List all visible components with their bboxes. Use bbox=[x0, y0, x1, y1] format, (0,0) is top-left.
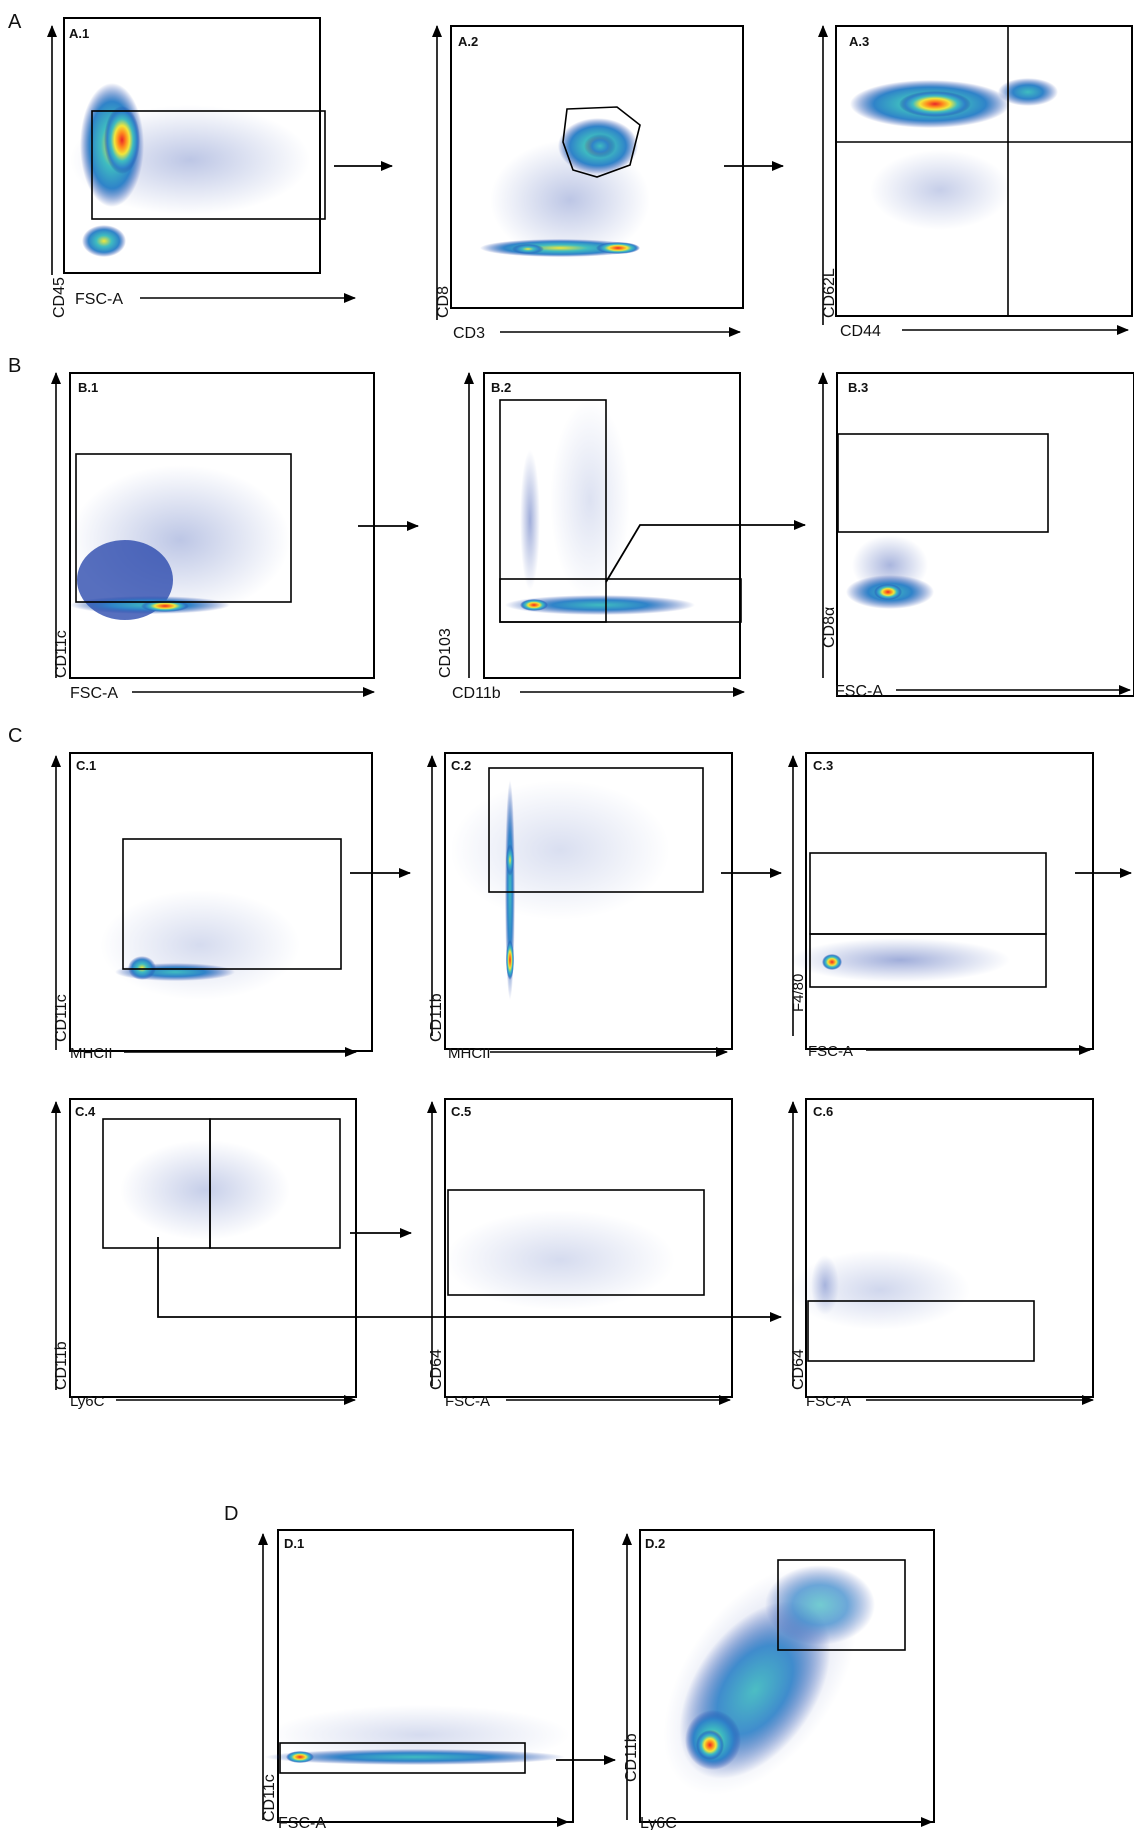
y-axis-label: CD62L bbox=[821, 268, 838, 318]
x-axis-label: FSC-A bbox=[75, 291, 123, 308]
panel-d1: D.1 FSC-A CD11c bbox=[258, 1529, 574, 1830]
density-cloud bbox=[480, 118, 650, 260]
gate bbox=[279, 1742, 526, 1774]
panel-id: C.6 bbox=[813, 1104, 833, 1119]
density-cloud bbox=[790, 1250, 970, 1330]
x-axis-label: Ly6C bbox=[640, 1815, 677, 1830]
y-axis-label: CD11b bbox=[623, 1733, 640, 1782]
y-axis-label: CD11c bbox=[53, 630, 70, 678]
section-letter-a: A bbox=[8, 11, 22, 33]
panel-id: B.2 bbox=[491, 380, 511, 395]
panel-id: C.5 bbox=[451, 1104, 471, 1119]
density-cloud bbox=[265, 1705, 570, 1765]
y-axis-label: CD11b bbox=[428, 993, 445, 1042]
panel-id: B.1 bbox=[78, 380, 98, 395]
panel-id: C.2 bbox=[451, 758, 471, 773]
x-axis-label: CD3 bbox=[453, 325, 485, 342]
gate bbox=[75, 453, 292, 603]
gate bbox=[807, 1300, 1035, 1362]
panel-id: D.2 bbox=[645, 1536, 665, 1551]
x-axis-label: CD44 bbox=[840, 323, 881, 340]
panel-b1: B.1 FSC-A CD11c bbox=[51, 372, 375, 702]
gate bbox=[837, 433, 1049, 533]
x-axis-label: Ly6C bbox=[70, 1393, 105, 1410]
gate bbox=[809, 852, 1047, 935]
panel-a3: A.3 CD44 CD62L bbox=[818, 25, 1133, 340]
panel-c2: C.2 MHCII CD11b bbox=[427, 752, 733, 1062]
gate bbox=[447, 1189, 705, 1296]
density-cloud bbox=[790, 938, 1010, 982]
panel-a1: A.1 FSC-A CD45 bbox=[47, 17, 356, 318]
panel-id: B.3 bbox=[848, 380, 868, 395]
y-axis-label: CD11c bbox=[53, 994, 70, 1042]
gate bbox=[562, 106, 641, 178]
panel-b3: B.3 FSC-A CD8α bbox=[818, 372, 1134, 700]
y-axis-label: CD8α bbox=[821, 607, 838, 648]
panel-c3: C.3 FSC-A F4/80 bbox=[788, 752, 1094, 1060]
density-cloud bbox=[846, 535, 934, 609]
panel-c4: C.4 Ly6C CD11b bbox=[51, 1098, 357, 1410]
y-axis-label: F4/80 bbox=[790, 974, 807, 1012]
density-cloud bbox=[850, 78, 1058, 230]
density-cloud bbox=[663, 1565, 875, 1795]
panel-d2: D.2 Ly6C CD11b bbox=[622, 1529, 935, 1830]
x-axis-label: FSC-A bbox=[806, 1393, 851, 1410]
gate bbox=[488, 767, 704, 893]
panel-id: A.3 bbox=[849, 34, 869, 49]
gate bbox=[209, 1118, 341, 1249]
panel-c1: C.1 MHCII CD11c bbox=[51, 752, 373, 1062]
gate bbox=[122, 838, 342, 970]
density-cloud bbox=[100, 890, 300, 1000]
panel-b2: B.2 CD11b CD103 bbox=[437, 372, 745, 702]
panel-a2: A.2 CD3 CD8 bbox=[432, 25, 744, 342]
gate bbox=[499, 578, 742, 623]
gate bbox=[777, 1559, 906, 1651]
density-cloud bbox=[450, 780, 670, 1000]
panel-c5: C.5 FSC-A CD64 bbox=[427, 1098, 733, 1410]
gate bbox=[809, 933, 1047, 988]
x-axis-label: FSC-A bbox=[70, 685, 118, 702]
x-axis-label: MHCII bbox=[70, 1045, 113, 1062]
y-axis-label: CD11b bbox=[53, 1341, 70, 1390]
x-axis-label: CD11b bbox=[452, 685, 501, 702]
x-axis-label: FSC-A bbox=[835, 683, 883, 700]
density-cloud bbox=[70, 83, 310, 257]
section-letter-c: C bbox=[8, 725, 22, 747]
panel-id: C.4 bbox=[75, 1104, 96, 1119]
gate bbox=[91, 110, 326, 220]
section-letter-b: B bbox=[8, 355, 21, 377]
y-axis-label: CD45 bbox=[51, 277, 68, 318]
density-cloud bbox=[505, 400, 695, 615]
section-letter-d: D bbox=[224, 1503, 238, 1525]
density-cloud bbox=[445, 1210, 675, 1310]
panel-id: D.1 bbox=[284, 1536, 304, 1551]
panel-id: A.1 bbox=[69, 26, 89, 41]
density-cloud bbox=[70, 465, 290, 620]
y-axis-label: CD64 bbox=[428, 1349, 445, 1390]
y-axis-label: CD8 bbox=[435, 286, 452, 318]
x-axis-label: FSC-A bbox=[445, 1393, 490, 1410]
x-axis-label: FSC-A bbox=[278, 1815, 326, 1830]
panel-c6: C.6 FSC-A CD64 bbox=[788, 1098, 1094, 1410]
y-axis-label: CD11c bbox=[261, 1774, 278, 1822]
panel-id: A.2 bbox=[458, 34, 478, 49]
density-cloud bbox=[120, 1140, 290, 1240]
y-axis-label: CD64 bbox=[790, 1349, 807, 1390]
panel-id: C.1 bbox=[76, 758, 96, 773]
x-axis-label: FSC-A bbox=[808, 1043, 853, 1060]
gating-arrow bbox=[605, 520, 806, 583]
gating-arrow bbox=[157, 1237, 782, 1322]
x-axis-label: MHCII bbox=[448, 1045, 491, 1062]
y-axis-label: CD103 bbox=[437, 628, 454, 678]
panel-id: C.3 bbox=[813, 758, 833, 773]
